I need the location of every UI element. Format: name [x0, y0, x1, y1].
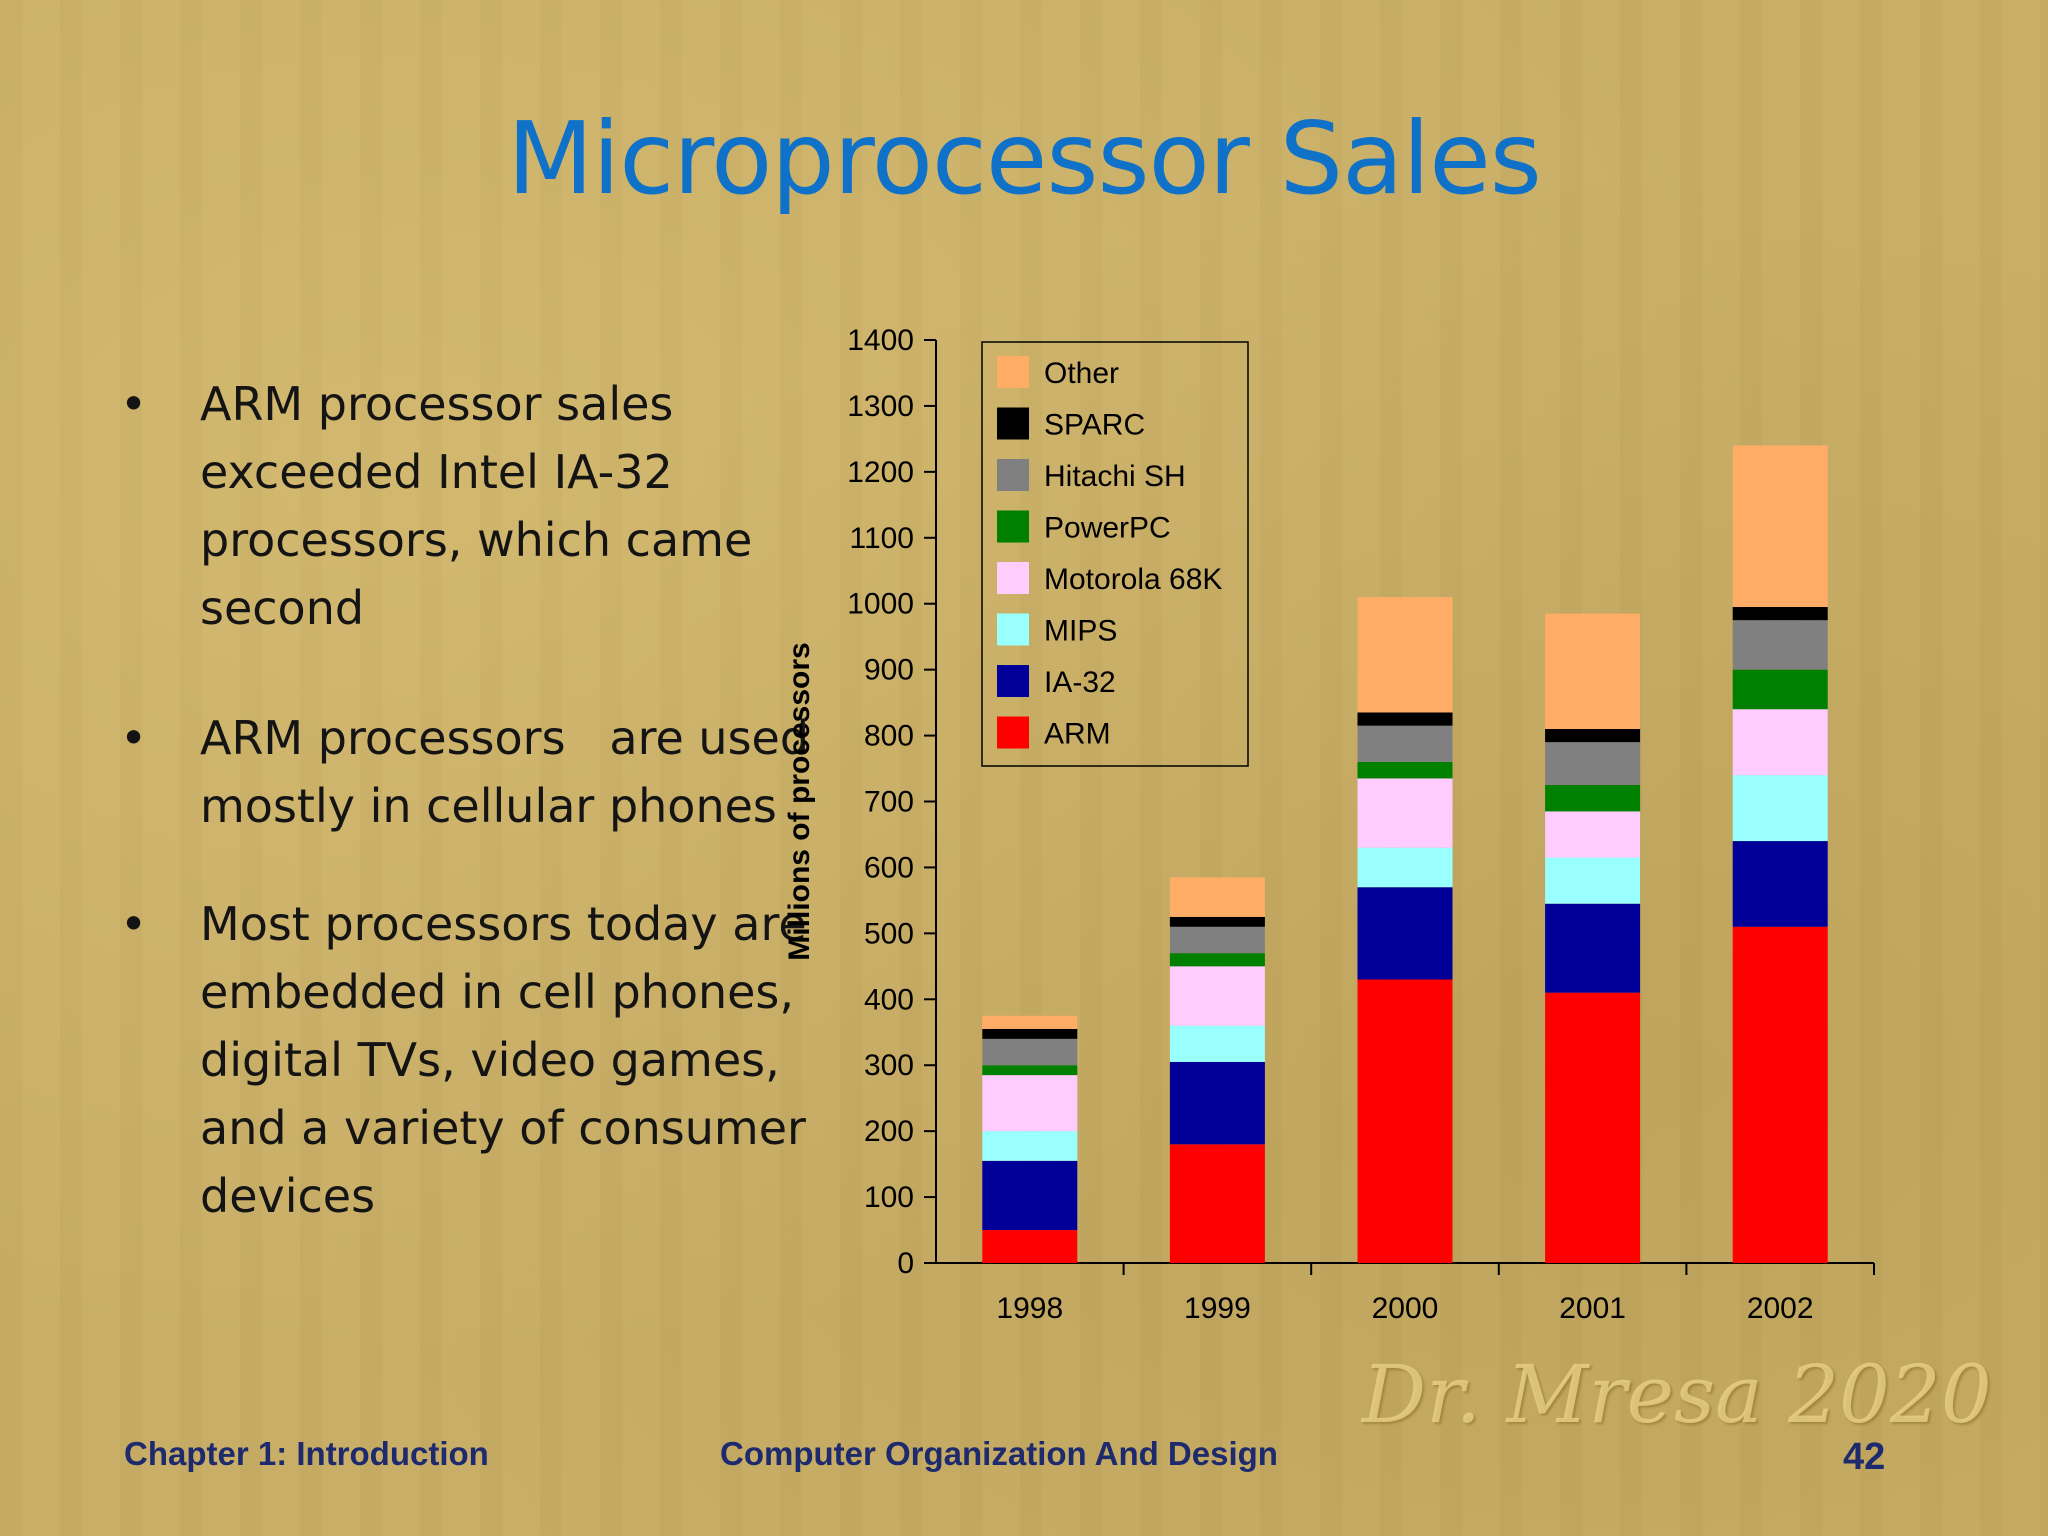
bar-segment: [982, 1131, 1078, 1161]
bar-segment: [1357, 847, 1453, 888]
bar-segment: [1732, 709, 1828, 776]
bar-segment: [1169, 916, 1265, 927]
bullet-list: • ARM processor sales exceeded Intel IA-…: [120, 370, 820, 1292]
y-tick-label: 0: [897, 1247, 914, 1280]
legend-label: ARM: [1044, 718, 1111, 751]
bar-segment: [1732, 607, 1828, 621]
legend-label: SPARC: [1044, 409, 1145, 442]
bar-segment: [1545, 811, 1641, 858]
page-number: 42: [1843, 1436, 1886, 1478]
x-tick-label: 2002: [1747, 1292, 1814, 1325]
x-tick-label: 2001: [1559, 1292, 1626, 1325]
y-tick-label: 1000: [847, 588, 914, 621]
bullet-text: ARM processors are used mostly in cellul…: [200, 711, 824, 833]
bullet-marker: •: [120, 711, 148, 765]
footer-course: Computer Organization And Design: [720, 1435, 1278, 1472]
bullet-marker: •: [120, 897, 148, 951]
bar-segment: [1169, 1061, 1265, 1145]
bar-segment: [1732, 445, 1828, 608]
y-tick-label: 1300: [847, 390, 914, 423]
legend-swatch: [997, 613, 1029, 646]
bar-segment: [1169, 877, 1265, 917]
bar-segment: [1169, 953, 1265, 967]
y-tick-label: 300: [864, 1049, 914, 1082]
legend-label: Hitachi SH: [1044, 460, 1186, 493]
bar-segment: [982, 1015, 1078, 1029]
y-tick-label: 400: [864, 983, 914, 1016]
legend-label: IA-32: [1044, 666, 1116, 699]
y-tick-label: 200: [864, 1115, 914, 1148]
legend-box: [981, 341, 1249, 767]
bullet-item: • Most processors today are embedded in …: [120, 890, 820, 1230]
y-tick-label: 1400: [847, 324, 914, 357]
y-tick-label: 800: [864, 720, 914, 753]
bar-segment: [1545, 785, 1641, 812]
bar-segment: [982, 1028, 1078, 1039]
legend-swatch: [997, 356, 1029, 388]
bar-segment: [1357, 979, 1453, 1263]
bar-segment: [982, 1230, 1078, 1263]
bar-segment: [1169, 1025, 1265, 1062]
bullet-marker: •: [120, 377, 148, 431]
bar-segment: [1732, 926, 1828, 1263]
legend-label: Other: [1044, 357, 1119, 390]
bar-segment: [982, 1075, 1078, 1132]
bar-segment: [1357, 761, 1453, 779]
bar-segment: [1357, 778, 1453, 848]
bullet-item: • ARM processor sales exceeded Intel IA-…: [120, 370, 820, 642]
bar-segment: [1169, 1144, 1265, 1263]
x-tick-label: 1999: [1184, 1292, 1251, 1325]
y-tick-label: 100: [864, 1181, 914, 1214]
bullet-text: ARM processor sales exceeded Intel IA-32…: [200, 377, 753, 635]
footer-chapter: Chapter 1: Introduction: [124, 1435, 489, 1472]
y-tick-label: 500: [864, 917, 914, 950]
legend-swatch: [997, 562, 1029, 594]
y-tick-label: 900: [864, 654, 914, 687]
stacked-bar-chart: 0 100 200 300 400 500 600 700 800 900 1000 1100 1200…: [783, 324, 1875, 1325]
bullet-text: Most processors today are embedded in ce…: [200, 897, 807, 1223]
legend-label: MIPS: [1044, 615, 1117, 648]
y-tick-label: 600: [864, 851, 914, 884]
bar-segment: [1545, 613, 1641, 729]
bar-segment: [1357, 887, 1453, 980]
legend-label: PowerPC: [1044, 512, 1171, 545]
legend-swatch: [997, 459, 1029, 491]
slide-title: Microprocessor Sales: [507, 100, 1542, 217]
bar-segment: [1169, 966, 1265, 1026]
y-tick-label: 1100: [849, 522, 914, 555]
legend-swatch: [997, 407, 1029, 440]
y-axis-title: Millions of processors: [783, 642, 816, 960]
bar-segment: [1545, 857, 1641, 904]
bar-segment: [1545, 742, 1641, 786]
bar-segment: [1357, 597, 1453, 713]
bar-segment: [1545, 728, 1641, 743]
x-tick-label: 1998: [996, 1292, 1063, 1325]
bar-segment: [1732, 669, 1828, 710]
watermark: Dr. Mresa 2020: [1362, 1348, 1992, 1441]
bar-segment: [982, 1160, 1078, 1231]
bar-segment: [1169, 926, 1265, 954]
bar-segment: [1357, 712, 1453, 726]
bar-segment: [1357, 725, 1453, 762]
y-tick-label: 1200: [847, 456, 914, 489]
bar-segment: [1732, 841, 1828, 927]
y-tick-label: 700: [864, 786, 914, 819]
legend-swatch: [997, 716, 1029, 749]
legend-label: Motorola 68K: [1044, 563, 1222, 596]
bar-segment: [1545, 992, 1641, 1263]
bullet-item: • ARM processors are used mostly in cell…: [120, 704, 820, 840]
x-tick-label: 2000: [1372, 1292, 1439, 1325]
bar-segment: [1545, 903, 1641, 993]
bar-segment: [982, 1065, 1078, 1076]
bar-segment: [982, 1038, 1078, 1066]
legend-swatch: [997, 665, 1029, 697]
legend-swatch: [997, 510, 1029, 543]
bar-segment: [1732, 775, 1828, 842]
bar-segment: [1732, 620, 1828, 670]
